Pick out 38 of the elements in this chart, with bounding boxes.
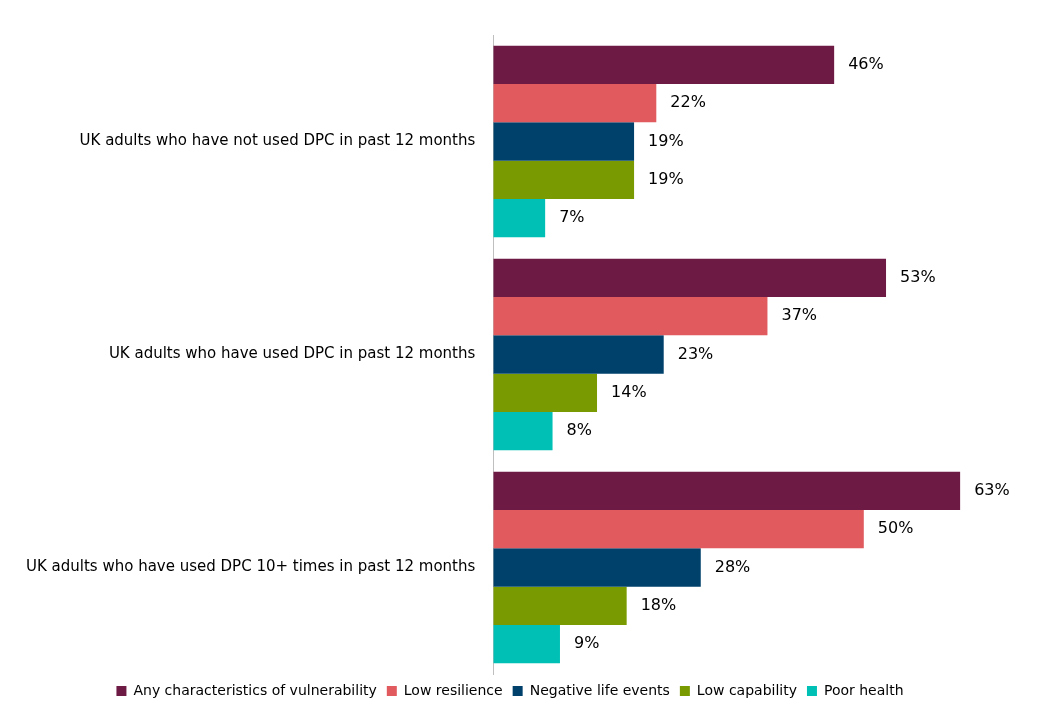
bar xyxy=(493,296,768,336)
data-label: 46% xyxy=(848,53,884,73)
bar xyxy=(493,373,598,413)
bar xyxy=(493,160,635,200)
data-label: 7% xyxy=(559,207,585,227)
legend-label: Poor health xyxy=(823,681,904,698)
legend-label: Any characteristics of vulnerability xyxy=(133,681,377,698)
bar xyxy=(493,625,560,664)
legend-label: Negative life events xyxy=(529,681,670,698)
data-label: 22% xyxy=(670,92,706,112)
bar xyxy=(493,258,887,297)
bar xyxy=(493,199,546,238)
legend-label: Low capability xyxy=(696,681,797,698)
bar xyxy=(493,335,664,374)
data-label: 19% xyxy=(648,169,684,188)
data-label: 63% xyxy=(974,479,1010,499)
data-label: 18% xyxy=(640,595,677,614)
data-label: 28% xyxy=(714,556,751,576)
data-label: 8% xyxy=(566,420,592,440)
bar xyxy=(493,586,627,626)
data-label: 19% xyxy=(648,130,684,150)
legend-label: Low resilience xyxy=(403,681,503,698)
bar xyxy=(493,471,961,510)
y-tick-label: UK adults who have used DPC 10+ times in past 12 months xyxy=(25,557,476,576)
bar xyxy=(493,548,701,587)
y-tick-label: UK adults who have not used DPC in past 12 months xyxy=(79,131,476,150)
data-label: 37% xyxy=(781,305,818,325)
y-tick-label: UK adults who have used DPC in past 12 months xyxy=(108,344,476,363)
data-label: 53% xyxy=(900,266,936,286)
data-label: 14% xyxy=(611,382,647,401)
bar xyxy=(493,122,635,161)
data-label: 50% xyxy=(877,518,914,538)
bar xyxy=(493,45,835,84)
bar xyxy=(493,509,864,549)
bar xyxy=(493,83,657,123)
data-label: 23% xyxy=(677,343,714,363)
data-label: 9% xyxy=(573,633,600,653)
bar xyxy=(493,412,553,451)
